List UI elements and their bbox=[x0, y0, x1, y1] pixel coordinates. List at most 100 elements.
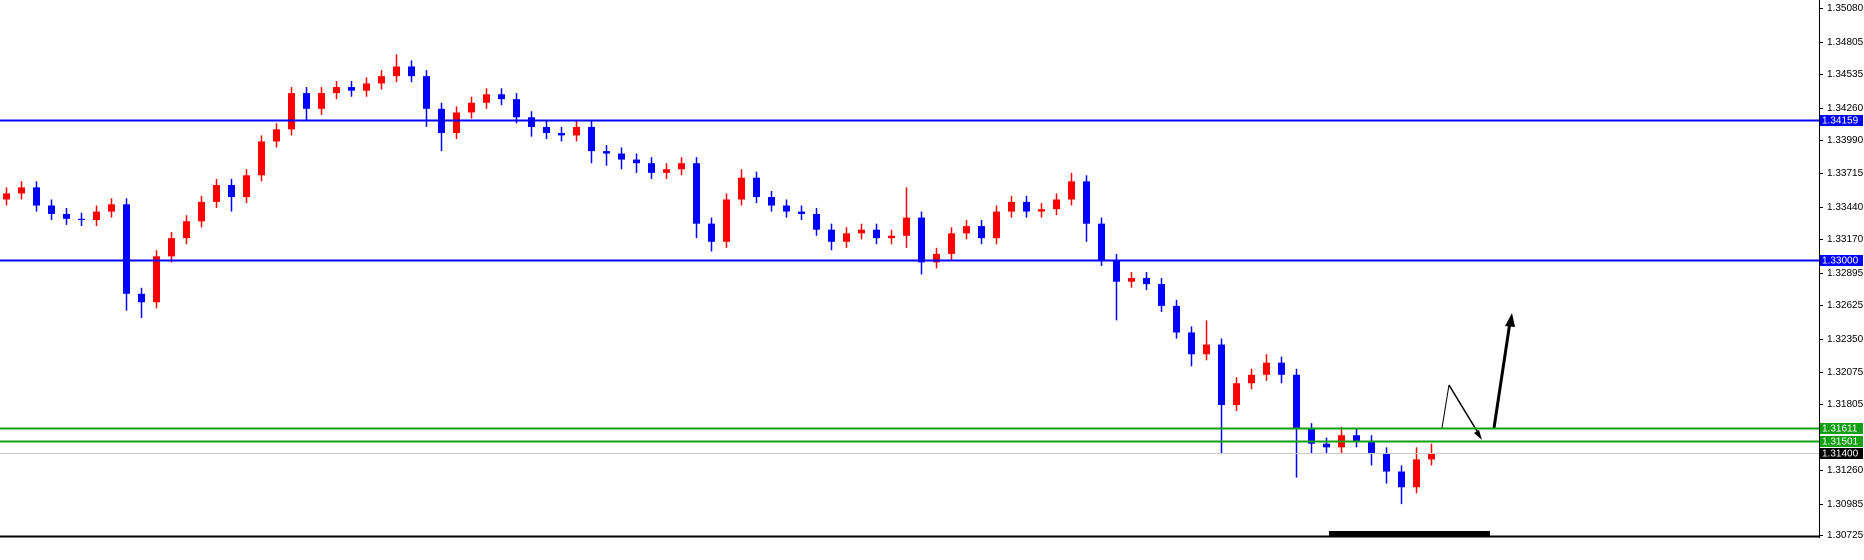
level-line-label: 1.31611 bbox=[1822, 424, 1858, 435]
y-tick-label: 1.31805 bbox=[1827, 399, 1864, 410]
candle-body bbox=[108, 204, 115, 212]
level-line-box bbox=[1820, 115, 1863, 126]
candle-body bbox=[1068, 181, 1075, 200]
candle-body bbox=[1263, 362, 1270, 375]
y-tick-label: 1.32350 bbox=[1827, 334, 1864, 345]
candle-body bbox=[918, 217, 925, 263]
y-tick-label: 1.33990 bbox=[1827, 135, 1864, 146]
arrow-stroke bbox=[1441, 384, 1450, 429]
candle-body bbox=[1098, 223, 1105, 260]
candle-body bbox=[858, 229, 865, 234]
candle-body bbox=[348, 87, 355, 91]
candle-body bbox=[1233, 383, 1240, 406]
candle-body bbox=[1308, 429, 1315, 444]
arrow-head bbox=[1505, 313, 1515, 327]
candle-body bbox=[708, 223, 715, 242]
candle-body bbox=[138, 293, 145, 303]
candle-body bbox=[168, 238, 175, 257]
candle-body bbox=[1293, 374, 1300, 430]
arrow-head bbox=[1474, 430, 1482, 440]
candle-body bbox=[468, 102, 475, 113]
candle-body bbox=[723, 199, 730, 242]
candle-body bbox=[378, 76, 385, 84]
candle-body bbox=[1383, 453, 1390, 472]
candle-body bbox=[543, 126, 550, 133]
candle-body bbox=[303, 93, 310, 109]
y-tick-label: 1.30725 bbox=[1827, 530, 1864, 541]
candle-body bbox=[318, 93, 325, 109]
candle-body bbox=[213, 184, 220, 202]
candle-body bbox=[1113, 259, 1120, 282]
candle-body bbox=[123, 204, 130, 294]
level-line-label: 1.31501 bbox=[1822, 437, 1859, 448]
candle-body bbox=[753, 177, 760, 198]
candle-body bbox=[993, 211, 1000, 239]
candle-body bbox=[408, 66, 415, 77]
candle-body bbox=[573, 126, 580, 136]
candle-body bbox=[258, 141, 265, 176]
candle-body bbox=[873, 229, 880, 239]
arrow-stroke bbox=[1492, 321, 1512, 429]
candle-body bbox=[1353, 435, 1360, 442]
candle-body bbox=[78, 218, 85, 221]
candle-body bbox=[978, 226, 985, 239]
y-tick-label: 1.34805 bbox=[1827, 37, 1864, 48]
candles bbox=[3, 54, 1435, 505]
candle-body bbox=[1413, 459, 1420, 488]
candle-body bbox=[453, 112, 460, 133]
current-price-line-label: 1.31400 bbox=[1822, 449, 1859, 460]
candle-body bbox=[888, 235, 895, 239]
current-price-line-box bbox=[1820, 448, 1863, 459]
level-line-label: 1.33000 bbox=[1822, 256, 1859, 267]
candle-body bbox=[528, 117, 535, 127]
y-tick-label: 1.32075 bbox=[1827, 367, 1864, 378]
candle-body bbox=[63, 213, 70, 219]
candle-body bbox=[513, 99, 520, 118]
candle-body bbox=[783, 205, 790, 212]
level-line-box bbox=[1820, 255, 1863, 266]
candle-body bbox=[3, 193, 10, 200]
candle-body bbox=[1158, 284, 1165, 306]
candle-body bbox=[813, 213, 820, 230]
candle-body bbox=[333, 87, 340, 94]
candle-body bbox=[33, 187, 40, 206]
candle-body bbox=[93, 211, 100, 221]
candle-body bbox=[1143, 278, 1150, 285]
candle-body bbox=[498, 94, 505, 100]
y-tick-label: 1.33170 bbox=[1827, 234, 1864, 245]
candle-body bbox=[153, 256, 160, 303]
y-tick-label: 1.34260 bbox=[1827, 103, 1864, 114]
candle-body bbox=[288, 93, 295, 130]
y-tick-label: 1.35080 bbox=[1827, 3, 1864, 14]
candle-body bbox=[228, 184, 235, 198]
candle-body bbox=[1398, 471, 1405, 488]
level-line-box bbox=[1820, 436, 1863, 447]
candle-body bbox=[1008, 201, 1015, 212]
candle-body bbox=[363, 83, 370, 91]
candle-body bbox=[1083, 181, 1090, 224]
candle-body bbox=[1323, 443, 1330, 448]
candle-body bbox=[1278, 362, 1285, 375]
candle-body bbox=[1188, 332, 1195, 355]
candle-body bbox=[933, 253, 940, 263]
candle-body bbox=[18, 187, 25, 194]
y-tick-label: 1.33715 bbox=[1827, 168, 1864, 179]
candle-body bbox=[423, 76, 430, 109]
candle-body bbox=[183, 221, 190, 239]
candle-body bbox=[558, 132, 565, 136]
candle-body bbox=[768, 197, 775, 206]
candle-body bbox=[603, 151, 610, 154]
candle-body bbox=[1053, 199, 1060, 210]
drawn-bar bbox=[1329, 531, 1490, 536]
candle-body bbox=[648, 163, 655, 173]
candle-body bbox=[948, 233, 955, 254]
candle-body bbox=[963, 226, 970, 234]
y-tick-label: 1.32895 bbox=[1827, 268, 1864, 279]
candle-body bbox=[1428, 453, 1435, 460]
candle-body bbox=[618, 153, 625, 160]
candle-body bbox=[1368, 441, 1375, 454]
candle-body bbox=[1128, 278, 1135, 282]
candle-body bbox=[828, 229, 835, 242]
level-line-label: 1.34159 bbox=[1822, 116, 1859, 127]
